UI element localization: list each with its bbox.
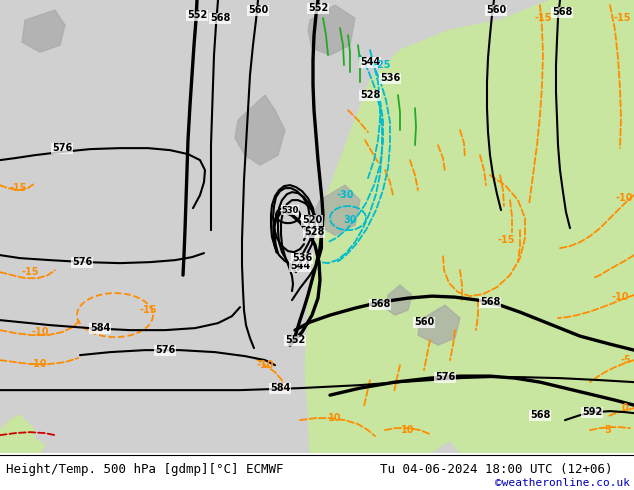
Text: -10: -10	[31, 327, 49, 337]
Polygon shape	[385, 285, 412, 315]
Text: 552: 552	[308, 3, 328, 13]
Text: -15: -15	[497, 235, 515, 245]
Text: 584: 584	[90, 323, 110, 333]
Text: 536: 536	[380, 73, 400, 83]
Text: 560: 560	[414, 317, 434, 327]
Polygon shape	[418, 305, 460, 345]
Text: 30: 30	[343, 215, 357, 225]
Text: -15: -15	[613, 13, 631, 23]
Text: 568: 568	[552, 7, 573, 17]
Text: -10: -10	[611, 292, 629, 302]
Text: 536: 536	[292, 253, 312, 263]
Text: 5: 5	[605, 425, 611, 435]
Text: 544: 544	[360, 57, 380, 67]
Text: 568: 568	[530, 410, 550, 420]
Text: -10: -10	[615, 193, 633, 203]
Text: 576: 576	[52, 143, 72, 153]
Text: -15: -15	[22, 267, 39, 277]
Text: 568: 568	[480, 297, 500, 307]
Text: 552: 552	[285, 335, 305, 345]
Text: Height/Temp. 500 hPa [gdmp][°C] ECMWF: Height/Temp. 500 hPa [gdmp][°C] ECMWF	[6, 463, 284, 476]
Text: 568: 568	[210, 13, 230, 23]
Text: 528: 528	[304, 227, 324, 237]
Text: 552: 552	[187, 10, 207, 20]
Text: 560: 560	[486, 5, 506, 15]
Polygon shape	[22, 10, 65, 52]
Text: 530: 530	[281, 206, 299, 215]
Text: -5: -5	[621, 355, 631, 365]
Text: 568: 568	[370, 299, 390, 309]
Text: -10: -10	[29, 359, 47, 369]
Text: 520: 520	[302, 215, 322, 225]
Text: 576: 576	[72, 257, 92, 267]
Text: ©weatheronline.co.uk: ©weatheronline.co.uk	[495, 478, 630, 488]
Text: 576: 576	[435, 372, 455, 382]
Text: -30: -30	[336, 190, 354, 200]
Polygon shape	[235, 95, 285, 165]
Text: -10: -10	[256, 360, 274, 370]
Text: 528: 528	[360, 90, 380, 100]
Text: 560: 560	[248, 5, 268, 15]
Polygon shape	[305, 0, 634, 453]
Text: 10: 10	[328, 413, 342, 423]
Text: Tu 04-06-2024 18:00 UTC (12+06): Tu 04-06-2024 18:00 UTC (12+06)	[380, 463, 613, 476]
Text: 10: 10	[401, 425, 415, 435]
Text: -15: -15	[10, 183, 27, 193]
Polygon shape	[0, 435, 45, 453]
Text: -15: -15	[534, 13, 552, 23]
Text: 576: 576	[155, 345, 175, 355]
Text: 592: 592	[582, 407, 602, 417]
Polygon shape	[360, 410, 450, 453]
Text: 584: 584	[270, 383, 290, 393]
Text: -25: -25	[373, 60, 391, 70]
Text: 544: 544	[290, 261, 310, 271]
Polygon shape	[308, 5, 355, 55]
Polygon shape	[315, 185, 360, 235]
Text: 0: 0	[621, 403, 628, 413]
Text: -15: -15	[139, 305, 157, 315]
Polygon shape	[0, 415, 35, 453]
